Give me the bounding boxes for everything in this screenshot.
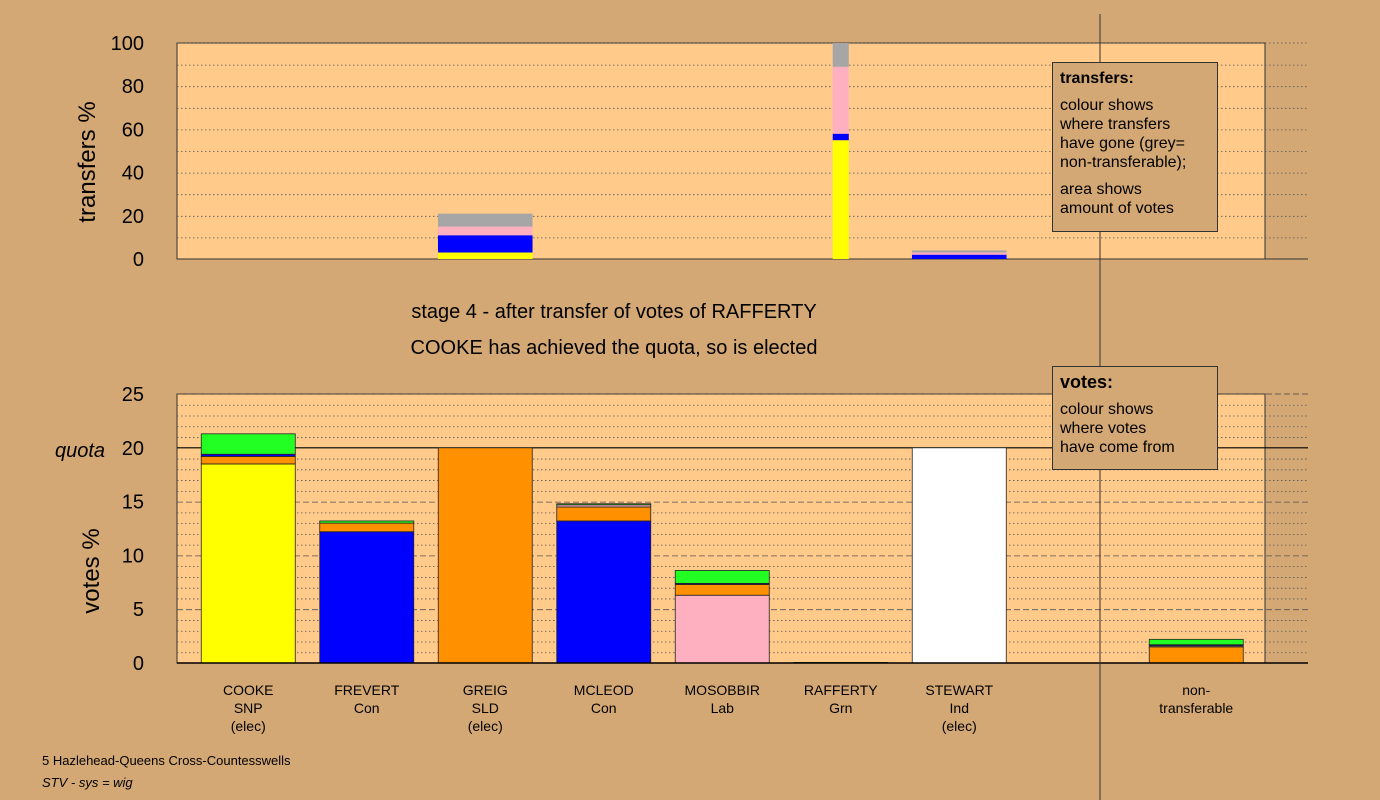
- vote-segment-orange: [674, 584, 770, 596]
- votes-y-tick-label: 15: [122, 492, 144, 514]
- transfers-y-tick-label: 80: [122, 76, 144, 98]
- candidate-label: transferable: [1159, 700, 1233, 716]
- transfer-segment-grey: [911, 250, 1007, 253]
- candidate-label: MOSOBBIR: [685, 682, 760, 698]
- candidate-label: Grn: [829, 700, 852, 716]
- transfer-segment-grey: [437, 213, 533, 227]
- votes-y-tick-label: 20: [122, 438, 144, 460]
- transfers-y-tick-label: 100: [111, 33, 144, 55]
- transfers-legend-line: amount of votes: [1060, 200, 1174, 217]
- candidate-label: COOKE: [223, 682, 274, 698]
- candidate-label: (elec): [942, 718, 977, 734]
- vote-segment-pink: [674, 594, 770, 664]
- candidate-label: Con: [591, 700, 617, 716]
- vote-segment-green: [319, 520, 415, 524]
- candidate-label: SLD: [472, 700, 499, 716]
- transfer-segment-pink: [911, 252, 1007, 255]
- transfers-legend-line: area shows: [1060, 181, 1142, 198]
- quota-label: quota: [55, 440, 105, 462]
- stage-subtitle: COOKE has achieved the quota, so is elec…: [411, 337, 818, 359]
- vote-segment-blue: [319, 531, 415, 664]
- transfers-legend-box: transfers: colour shows where transfers …: [1052, 62, 1218, 232]
- votes-legend-line: colour shows: [1060, 401, 1154, 418]
- transfer-segment-pink: [832, 66, 849, 134]
- candidate-label: (elec): [231, 718, 266, 734]
- vote-segment-orange: [556, 506, 652, 522]
- transfers-y-tick-label: 0: [133, 249, 144, 271]
- votes-y-tick-label: 5: [133, 599, 144, 621]
- transfers-legend-line: where transfers: [1060, 116, 1171, 133]
- transfers-y-tick-label: 60: [122, 119, 144, 141]
- transfers-y-axis-label: transfers %: [74, 101, 101, 222]
- votes-y-tick-label: 25: [122, 384, 144, 406]
- candidate-label: non-: [1182, 682, 1210, 698]
- votes-y-tick-label: 0: [133, 653, 144, 675]
- candidate-label: MCLEOD: [574, 682, 634, 698]
- vote-segment-green: [1148, 638, 1244, 646]
- vote-segment-orange: [1148, 646, 1244, 664]
- transfer-segment-blue: [832, 133, 849, 141]
- vote-segment-green: [674, 570, 770, 584]
- vote-segment-green: [200, 433, 296, 455]
- candidate-label: Ind: [950, 700, 969, 716]
- transfers-legend-line: have gone (grey=: [1060, 135, 1185, 152]
- transfer-segment-yellow: [832, 140, 849, 259]
- candidate-label: (elec): [468, 718, 503, 734]
- votes-legend-line: have come from: [1060, 439, 1175, 456]
- transfer-segment-blue: [911, 254, 1007, 259]
- votes-legend-box: votes: colour shows where votes have com…: [1052, 366, 1218, 470]
- vote-segment-white: [911, 447, 1007, 664]
- votes-legend-line: where votes: [1060, 420, 1147, 437]
- vote-segment-green: [556, 503, 652, 506]
- system-name: STV - sys = wig: [42, 775, 133, 790]
- vote-segment-blue: [556, 520, 652, 664]
- candidate-label: GREIG: [463, 682, 508, 698]
- vote-segment-orange: [319, 522, 415, 533]
- candidate-label: RAFFERTY: [804, 682, 878, 698]
- candidate-label: Lab: [711, 700, 735, 716]
- transfer-segment-blue: [437, 235, 533, 253]
- vote-segment-orange: [200, 456, 296, 465]
- transfers-y-tick-label: 40: [122, 163, 144, 185]
- votes-y-axis-label: votes %: [78, 528, 105, 613]
- candidate-label: Con: [354, 700, 380, 716]
- votes-y-tick-label: 10: [122, 545, 144, 567]
- transfers-legend-line: colour shows: [1060, 97, 1154, 114]
- vote-segment-yellow: [200, 463, 296, 664]
- votes-legend-title: votes:: [1060, 372, 1114, 392]
- transfers-legend-line: non-transferable);: [1060, 154, 1187, 171]
- transfers-legend-title: transfers:: [1060, 70, 1134, 87]
- stage-title: stage 4 - after transfer of votes of RAF…: [411, 301, 816, 323]
- vote-segment-orange: [437, 447, 533, 664]
- transfers-y-tick-label: 20: [122, 206, 144, 228]
- transfer-segment-yellow: [437, 252, 533, 259]
- candidate-label: FREVERT: [334, 682, 400, 698]
- transfer-segment-grey: [832, 43, 849, 67]
- ward-name: 5 Hazlehead-Queens Cross-Countesswells: [42, 753, 291, 768]
- transfer-segment-pink: [437, 226, 533, 236]
- candidate-label: SNP: [234, 700, 263, 716]
- candidate-label: STEWART: [925, 682, 993, 698]
